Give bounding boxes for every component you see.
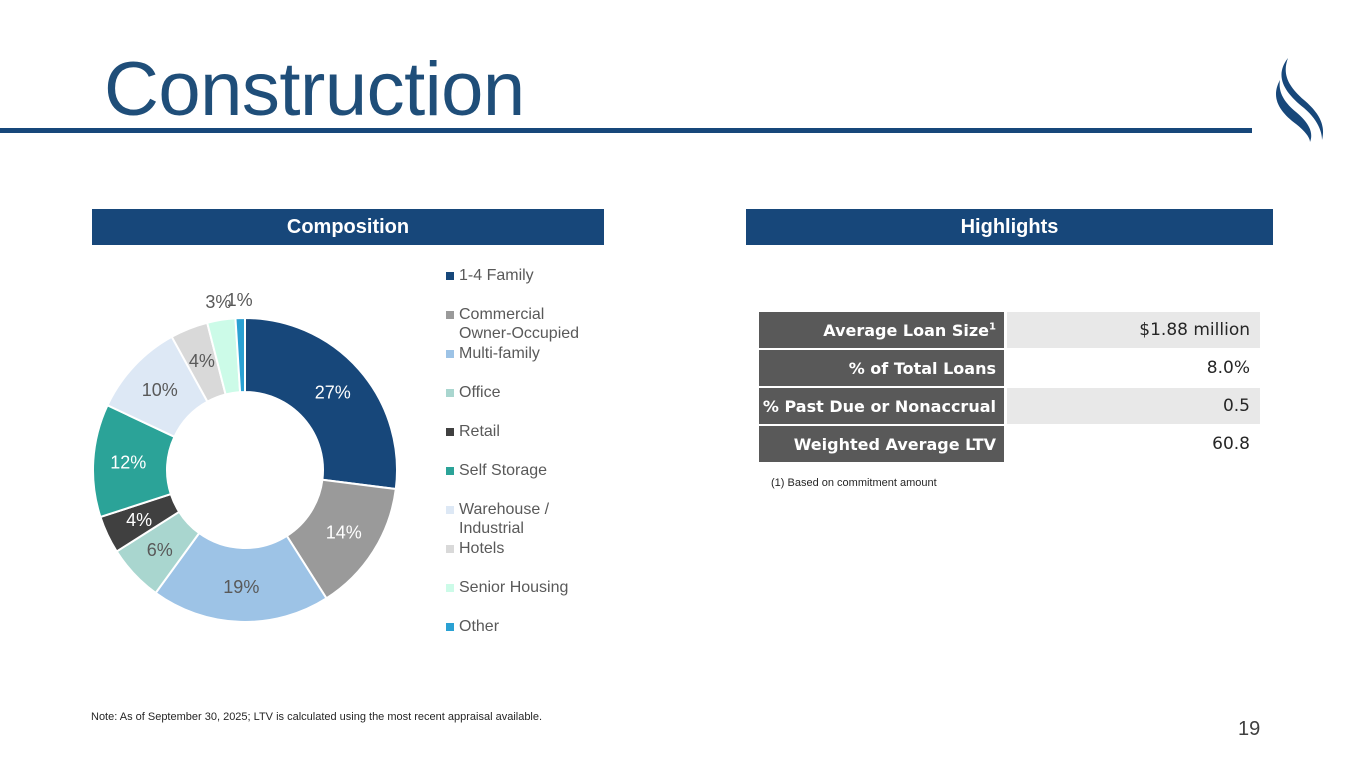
donut-label-2: 19% bbox=[223, 577, 259, 597]
highlights-footnote: (1) Based on commitment amount bbox=[771, 477, 937, 489]
legend-item-6: Warehouse / Industrial bbox=[446, 500, 599, 538]
donut-label-4: 4% bbox=[126, 510, 152, 530]
legend-item-0: 1-4 Family bbox=[446, 266, 599, 285]
donut-slice-2 bbox=[154, 531, 328, 623]
legend-label: Retail bbox=[459, 423, 500, 440]
legend-item-9: Other bbox=[446, 617, 599, 636]
legend-label: Warehouse / Industrial bbox=[459, 501, 550, 537]
page-note: Note: As of September 30, 2025; LTV is c… bbox=[91, 711, 543, 723]
legend-swatch bbox=[446, 584, 454, 592]
legend-item-1: Commercial Owner-Occupied bbox=[446, 305, 599, 343]
legend-swatch bbox=[446, 428, 454, 436]
highlight-value: 60.8 bbox=[1007, 426, 1260, 462]
highlight-row-average-loan-size: Average Loan Size1 $1.88 million bbox=[759, 312, 1260, 348]
page-number: 19 bbox=[1238, 718, 1261, 740]
highlight-value: 8.0% bbox=[1007, 350, 1260, 386]
legend-item-5: Self Storage bbox=[446, 461, 599, 480]
legend-swatch bbox=[446, 506, 454, 514]
donut-slice-0 bbox=[244, 316, 398, 491]
legend-label: Other bbox=[459, 618, 500, 635]
highlights-table: Average Loan Size1 $1.88 million % of To… bbox=[759, 310, 1260, 464]
donut-label-3: 6% bbox=[147, 540, 173, 560]
legend-swatch bbox=[446, 389, 454, 397]
legend-swatch bbox=[446, 311, 454, 319]
legend-item-2: Multi-family bbox=[446, 344, 599, 363]
legend-item-8: Senior Housing bbox=[446, 578, 599, 597]
highlight-label: Average Loan Size1 bbox=[759, 312, 1007, 348]
highlight-value: $1.88 million bbox=[1007, 312, 1260, 348]
legend-label: 1-4 Family bbox=[459, 267, 534, 284]
composition-donut-chart: 27% 14% 19% 6% 4% 12% 10% 4% 3%1% bbox=[92, 290, 398, 623]
legend-item-7: Hotels bbox=[446, 539, 599, 558]
legend-swatch bbox=[446, 545, 454, 553]
legend-swatch bbox=[446, 467, 454, 475]
donut-slice-9 bbox=[234, 316, 246, 394]
legend-label: Multi-family bbox=[459, 345, 540, 362]
composition-header: Composition bbox=[92, 209, 604, 245]
legend-item-4: Retail bbox=[446, 422, 599, 441]
legend-swatch bbox=[446, 350, 454, 358]
highlight-row-weighted-ltv: Weighted Average LTV 60.8 bbox=[759, 426, 1260, 462]
highlight-row-past-due: % Past Due or Nonaccrual 0.5 bbox=[759, 388, 1260, 424]
legend-label: Self Storage bbox=[459, 462, 548, 479]
highlight-label: % Past Due or Nonaccrual bbox=[759, 388, 1007, 424]
donut-label-7: 4% bbox=[189, 351, 215, 371]
donut-label-5: 12% bbox=[110, 453, 146, 473]
legend-item-3: Office bbox=[446, 383, 599, 402]
highlight-value: 0.5 bbox=[1007, 388, 1260, 424]
legend-swatch bbox=[446, 272, 454, 280]
donut-label-8: 3% bbox=[205, 292, 231, 312]
title-divider bbox=[0, 128, 1252, 133]
donut-label-6: 10% bbox=[142, 380, 178, 400]
donut-label-0: 27% bbox=[315, 383, 351, 403]
legend-label: Office bbox=[459, 384, 501, 401]
highlight-row-total-loans: % of Total Loans 8.0% bbox=[759, 350, 1260, 386]
highlights-header: Highlights bbox=[746, 209, 1273, 245]
donut-label-1: 14% bbox=[326, 523, 362, 543]
donut-label-9: 1% bbox=[227, 290, 253, 310]
highlight-label: Weighted Average LTV bbox=[759, 426, 1007, 462]
legend-swatch bbox=[446, 623, 454, 631]
highlight-label: % of Total Loans bbox=[759, 350, 1007, 386]
legend-label: Hotels bbox=[459, 540, 505, 557]
company-logo-icon bbox=[1275, 58, 1324, 142]
legend-label: Senior Housing bbox=[459, 579, 569, 596]
legend-label: Commercial Owner-Occupied bbox=[459, 306, 580, 342]
page-title: Construction bbox=[104, 47, 525, 132]
